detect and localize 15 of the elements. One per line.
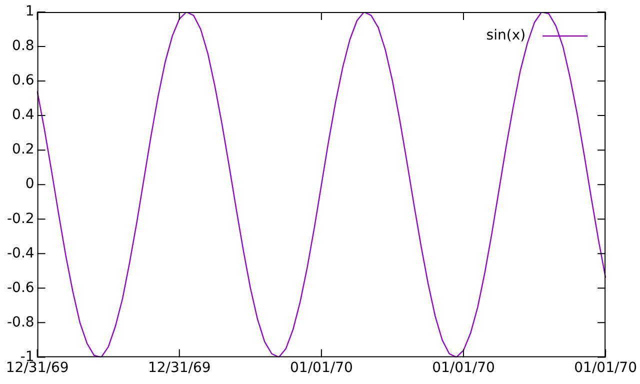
y-tick-label: -0.4: [6, 245, 34, 262]
y-tick-label: 0.2: [12, 142, 34, 158]
y-tick-label: -0.6: [6, 280, 34, 296]
legend-label: sin(x): [486, 28, 526, 44]
y-tick-label: 0.8: [12, 38, 34, 54]
y-tick-label: -0.2: [6, 210, 34, 227]
y-tick-label: 0.6: [12, 72, 34, 89]
y-tick-label: 0: [25, 176, 34, 192]
x-tick-label: 01/01/70: [432, 360, 495, 376]
x-tick-label: 12/31/69: [148, 360, 211, 376]
y-tick-label: 1: [25, 4, 34, 20]
y-tick-label: 0.4: [12, 107, 34, 124]
x-tick-label: 01/01/70: [290, 360, 353, 376]
x-tick-label: 01/01/70: [574, 360, 638, 376]
y-tick-label: -0.8: [6, 314, 34, 330]
